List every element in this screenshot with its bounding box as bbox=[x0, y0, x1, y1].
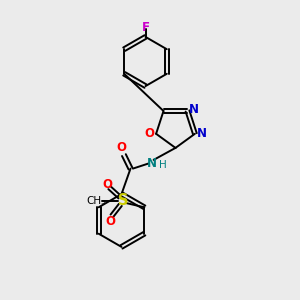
Text: N: N bbox=[146, 157, 157, 170]
Text: O: O bbox=[145, 127, 154, 140]
Text: O: O bbox=[116, 141, 127, 154]
Text: F: F bbox=[142, 21, 149, 34]
Text: H: H bbox=[159, 160, 167, 170]
Text: N: N bbox=[196, 127, 206, 140]
Text: O: O bbox=[105, 215, 115, 228]
Text: CH₃: CH₃ bbox=[86, 196, 105, 206]
Text: O: O bbox=[102, 178, 112, 191]
Text: S: S bbox=[118, 193, 128, 208]
Text: N: N bbox=[189, 103, 199, 116]
